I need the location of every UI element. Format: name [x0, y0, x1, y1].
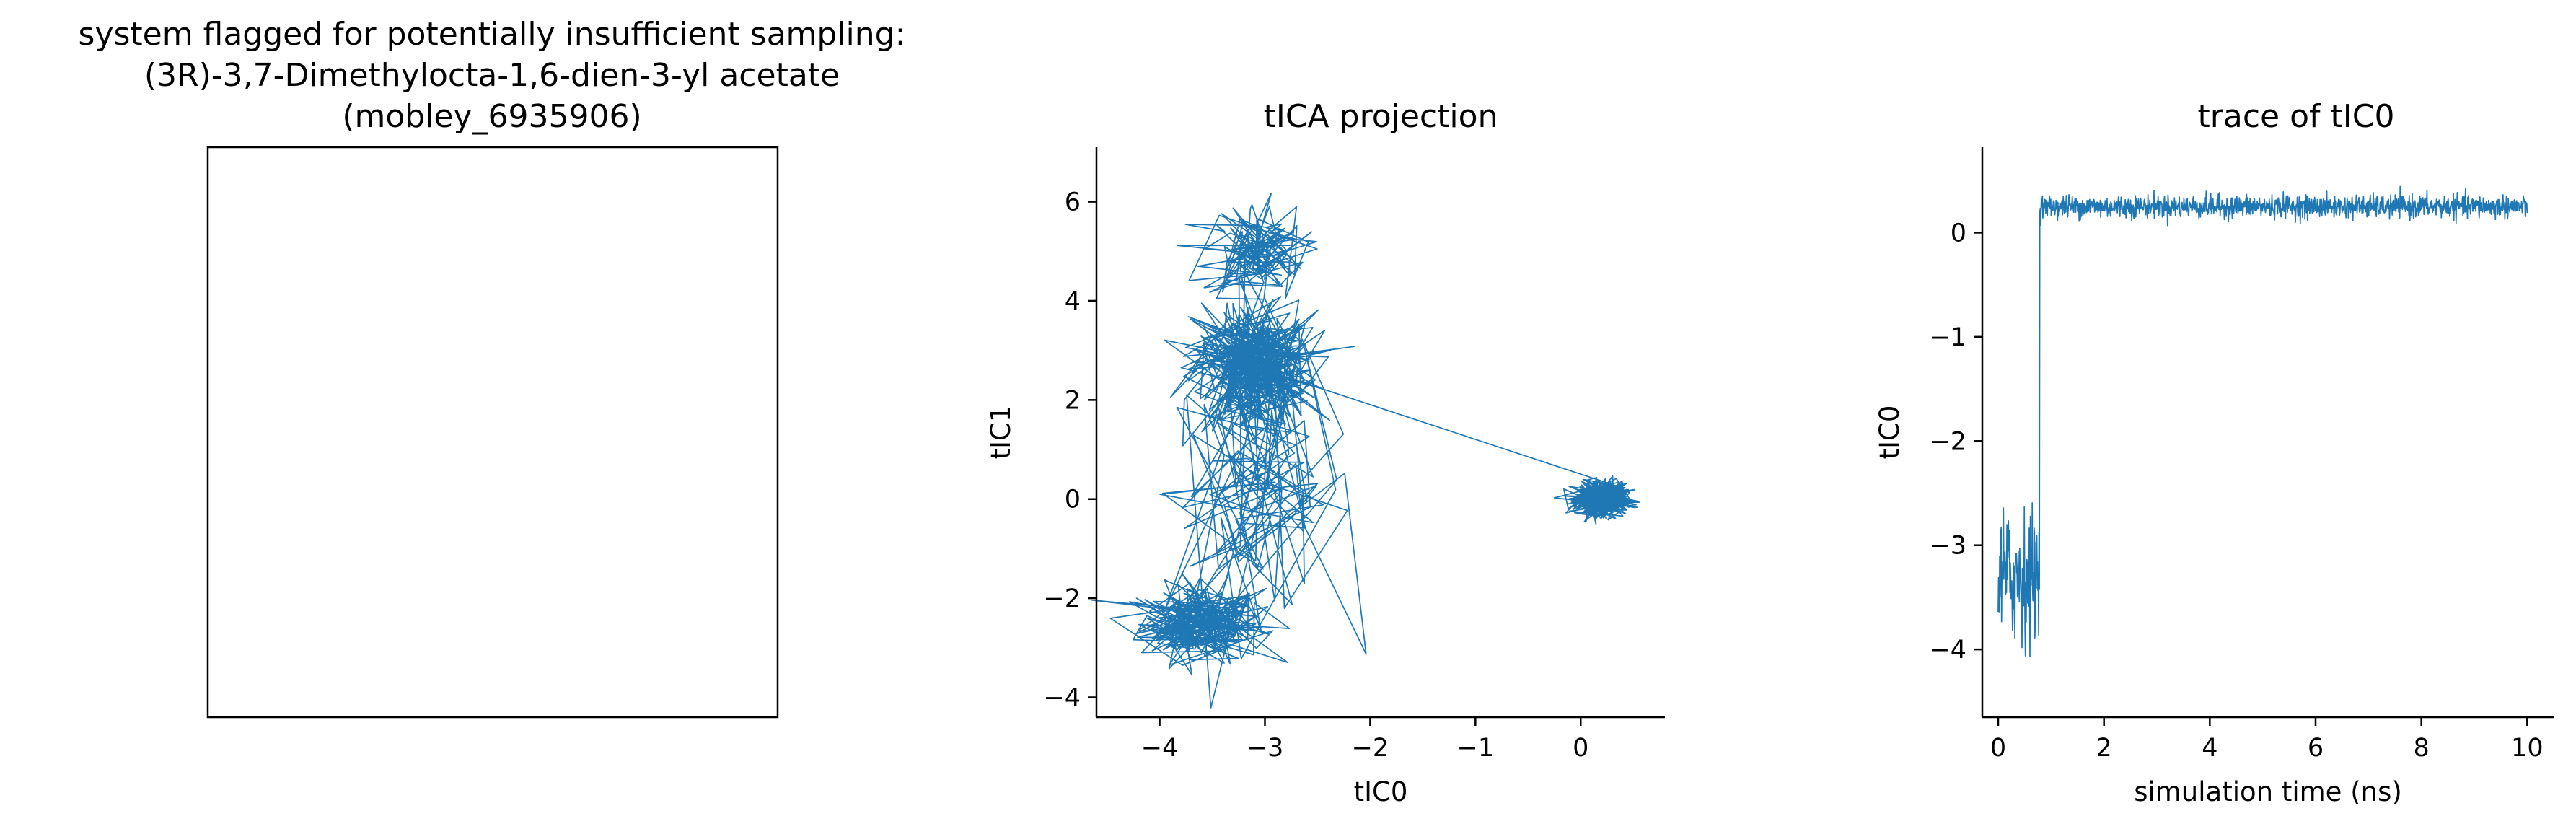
trace-y-tick-label: 0	[1951, 219, 1966, 247]
trace-plot-area	[1997, 185, 2528, 658]
trace-x-tick-label: 8	[2414, 734, 2430, 763]
tica-x-tick-label: −1	[1457, 734, 1495, 763]
trace-x-tick-label: 6	[2308, 734, 2324, 763]
trace-y-tick-label: −2	[1929, 427, 1966, 456]
trace-x-tick-label: 4	[2202, 734, 2217, 763]
trace-y-ticks: −4 −3 −2 −1 0	[1929, 219, 1982, 664]
molecule-image-frame	[206, 146, 779, 719]
left-panel: system flagged for potentially insuffici…	[79, 16, 906, 719]
trace-x-tick-label: 2	[2096, 734, 2112, 763]
tica-x-label: tIC0	[1354, 776, 1408, 807]
trace-y-tick-label: −1	[1929, 323, 1966, 352]
tica-x-ticks: −4 −3 −2 −1 0	[1141, 717, 1588, 763]
tica-y-ticks: −4 −2 0 2 4 6	[1043, 188, 1096, 713]
trace-chart: trace of tIC0 0 2 4 6 8 10 −4 −3 −2 −1 0 simulati…	[1874, 98, 2554, 807]
trace-y-label: tIC0	[1874, 405, 1905, 460]
trace-x-tick-label: 10	[2511, 734, 2544, 763]
trace-y-tick-label: −4	[1929, 636, 1966, 664]
tica-plot-area	[1091, 193, 1640, 709]
tica-y-tick-label: −2	[1043, 584, 1081, 613]
trace-x-tick-label: 0	[1990, 734, 2006, 763]
tica-y-tick-label: −4	[1043, 684, 1081, 713]
trace-y-tick-label: −3	[1929, 532, 1966, 561]
trace-x-ticks: 0 2 4 6 8 10	[1990, 717, 2544, 763]
tica-y-tick-label: 2	[1065, 386, 1081, 415]
tica-y-tick-label: 0	[1065, 486, 1081, 514]
tica-trajectory-line	[1091, 193, 1640, 709]
tica-x-tick-label: 0	[1573, 734, 1588, 763]
tica-title: tICA projection	[1264, 98, 1498, 135]
tica-y-tick-label: 4	[1065, 287, 1081, 316]
tica-x-tick-label: −3	[1247, 734, 1284, 763]
left-title-line-1: system flagged for potentially insuffici…	[79, 16, 906, 53]
left-title-line-3: (mobley_6935906)	[342, 98, 641, 135]
tica-x-tick-label: −2	[1352, 734, 1389, 763]
tic0-trace-line	[1997, 185, 2528, 658]
trace-x-label: simulation time (ns)	[2134, 776, 2402, 807]
tica-y-tick-label: 6	[1065, 188, 1081, 217]
tica-y-label: tIC1	[985, 405, 1016, 460]
tica-x-tick-label: −4	[1141, 734, 1179, 763]
left-title-line-2: (3R)-3,7-Dimethylocta-1,6-dien-3-yl acet…	[144, 57, 840, 94]
trace-title: trace of tIC0	[2198, 98, 2395, 135]
